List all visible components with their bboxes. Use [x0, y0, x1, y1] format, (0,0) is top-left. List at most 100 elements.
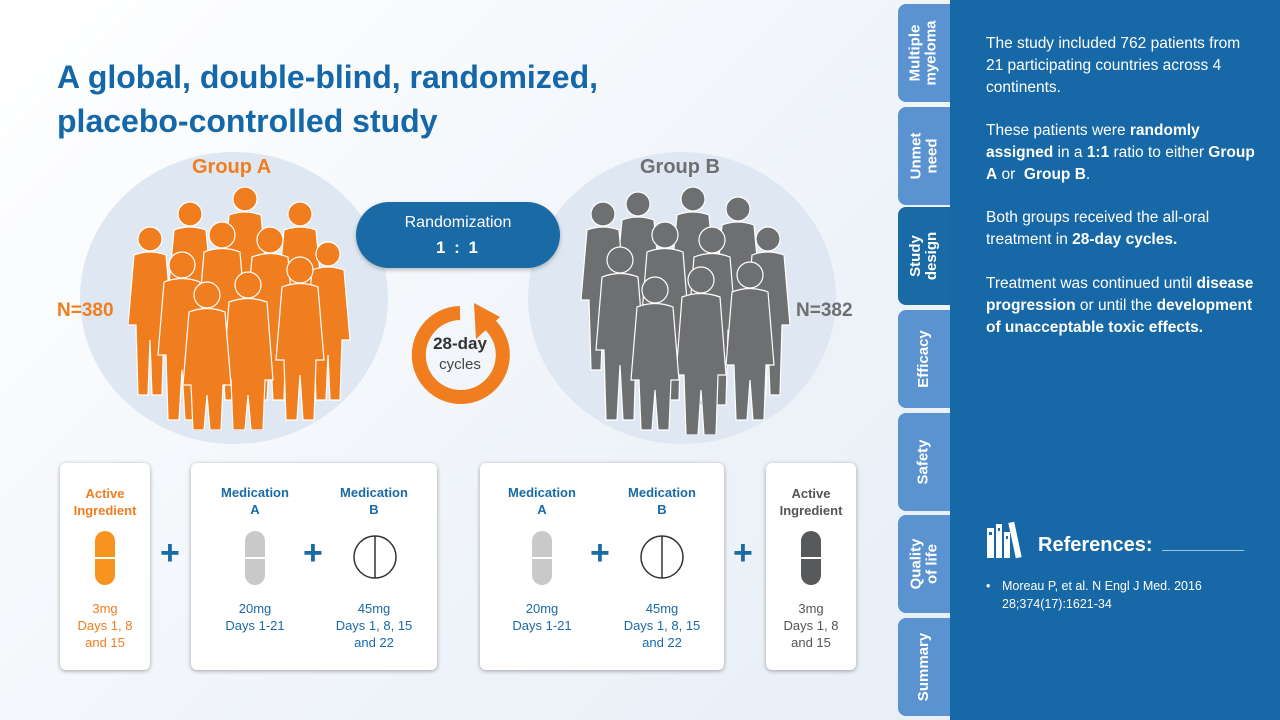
- tab-label: Study: [907, 235, 924, 277]
- page-title: A global, double-blind, randomized, plac…: [57, 55, 657, 143]
- placebo-name: Active Ingredient: [766, 485, 856, 519]
- text-run: ratio to either: [1109, 144, 1209, 161]
- title-line-1: A global, double-blind, randomized,: [57, 59, 599, 95]
- name-line: B: [657, 502, 667, 517]
- text-run: or: [997, 166, 1024, 183]
- text-run-bold: development of unacceptable toxic effect…: [986, 297, 1253, 336]
- tab-label: need: [922, 138, 940, 174]
- dose-line: 20mg: [238, 601, 272, 616]
- placebo-name-text: Active Ingredient: [779, 486, 843, 518]
- name-line: B: [369, 502, 379, 517]
- dose-line: 3mg: [92, 601, 118, 616]
- tab-unmet-need[interactable]: Unmet need: [898, 107, 950, 205]
- tablet-icon: [353, 535, 397, 579]
- name-line: Medication: [628, 485, 696, 500]
- dose-line: 45mg: [357, 601, 391, 616]
- dose-line: 45mg: [645, 601, 679, 616]
- group-a-people-icon: [128, 186, 351, 430]
- name-line: Medication: [221, 485, 289, 500]
- group-b-label: Group B: [640, 156, 720, 178]
- panel-paragraph-2: These patients were randomly assigned in…: [986, 120, 1256, 186]
- panel-paragraph-3: Both groups received the all-oral treatm…: [986, 207, 1256, 251]
- name-line: A: [250, 502, 260, 517]
- dose-line: 3mg: [798, 601, 824, 616]
- randomization-label: Randomization: [404, 214, 512, 231]
- group-a-background-box: [191, 463, 437, 670]
- section-tabs: Multiple myeloma Unmet need Study design Ef…: [898, 0, 950, 720]
- dose-line: and 15: [791, 635, 831, 650]
- text-run: in a: [1053, 144, 1087, 161]
- tab-summary[interactable]: Summary: [898, 618, 950, 716]
- books-icon: [987, 521, 1022, 559]
- plus-sign: +: [303, 534, 323, 572]
- group-b-background-box: [480, 463, 724, 670]
- text-run-bold: 1:1: [1086, 144, 1110, 161]
- tab-label: of life: [922, 544, 940, 585]
- active-ingredient-dose: 3mg Days 1, 8 and 15: [60, 600, 150, 651]
- tab-label: Quality: [906, 538, 924, 590]
- tablet-icon: [640, 535, 684, 579]
- plus-sign: +: [733, 534, 753, 572]
- capsule-icon: [245, 531, 265, 585]
- tab-label: Efficacy: [915, 330, 933, 388]
- plus-sign: +: [590, 534, 610, 572]
- reference-text: Moreau P, et al. N Engl J Med. 2016 28;3…: [1002, 579, 1202, 611]
- medication-a-name: Medication A: [492, 484, 592, 518]
- bullet-icon: •: [986, 579, 991, 593]
- dose-line: and 22: [642, 635, 682, 650]
- group-a-count: N=380: [57, 300, 114, 321]
- medication-b-dose: 45mg Days 1, 8, 15 and 22: [324, 600, 424, 651]
- text-run: Treatment was continued until: [986, 275, 1197, 292]
- tab-safety[interactable]: Safety: [898, 413, 950, 511]
- tab-label: myeloma: [923, 20, 941, 86]
- info-panel: The study included 762 patients from 21 …: [950, 0, 1280, 720]
- tab-label: Unmet: [906, 132, 924, 180]
- references-divider: [1162, 550, 1244, 551]
- randomization-badge: Randomization 1 : 1: [356, 202, 560, 268]
- plus-sign: +: [160, 534, 180, 572]
- references-title: References:: [1038, 534, 1153, 556]
- text-run: .: [1085, 166, 1091, 183]
- panel-paragraph-1: The study included 762 patients from 21 …: [986, 35, 1241, 96]
- panel-paragraph-4: Treatment was continued until disease pr…: [986, 273, 1256, 339]
- medication-b-name: Medication B: [612, 484, 712, 518]
- dose-line: and 22: [354, 635, 394, 650]
- dose-line: Days 1-21: [225, 618, 285, 633]
- capsule-icon: [801, 531, 821, 585]
- cycle-label: 28-day cycles: [400, 334, 520, 373]
- tab-multiple-myeloma[interactable]: Multiple myeloma: [898, 4, 950, 102]
- cycle-label-line1: 28-day: [433, 334, 487, 353]
- randomization-ratio: 1 : 1: [435, 238, 481, 257]
- tab-study-design[interactable]: Study design: [898, 207, 950, 305]
- text-run-bold: 28-day cycles.: [1072, 231, 1178, 248]
- dose-line: Days 1, 8: [77, 618, 133, 633]
- name-line: A: [537, 502, 547, 517]
- medication-a-dose: 20mg Days 1-21: [492, 600, 592, 634]
- name-line: Medication: [340, 485, 408, 500]
- tab-label: Safety: [915, 439, 932, 485]
- group-a-label: Group A: [192, 156, 272, 178]
- group-b-people-icon: [580, 186, 791, 435]
- medication-a-name: Medication A: [205, 484, 305, 518]
- capsule-icon: [532, 531, 552, 585]
- dose-line: and 15: [85, 635, 125, 650]
- active-ingredient-name-text: Active Ingredient: [73, 486, 137, 518]
- tab-efficacy[interactable]: Efficacy: [898, 310, 950, 408]
- medication-b-dose: 45mg Days 1, 8, 15 and 22: [612, 600, 712, 651]
- text-run-bold: randomly assigned: [986, 122, 1200, 161]
- text-run: Both groups received the all-oral treatm…: [986, 209, 1210, 248]
- title-line-2: placebo-controlled study: [57, 103, 438, 139]
- cycle-label-line2: cycles: [439, 356, 481, 373]
- text-run-bold: Group B: [1023, 166, 1086, 183]
- cycle-arrow-icon: [411, 303, 510, 404]
- dose-line: Days 1-21: [512, 618, 572, 633]
- text-run: These patients were: [986, 122, 1130, 139]
- tab-quality-of-life[interactable]: Quality of life: [898, 515, 950, 613]
- medication-a-dose: 20mg Days 1-21: [205, 600, 305, 634]
- reference-item: • Moreau P, et al. N Engl J Med. 2016 28…: [986, 577, 1246, 613]
- text-run: or until the: [1075, 297, 1157, 314]
- dose-line: Days 1, 8, 15: [335, 618, 413, 633]
- text-run-bold: Group A: [986, 144, 1255, 183]
- group-b-count: N=382: [796, 300, 853, 321]
- capsule-icon: [95, 531, 115, 585]
